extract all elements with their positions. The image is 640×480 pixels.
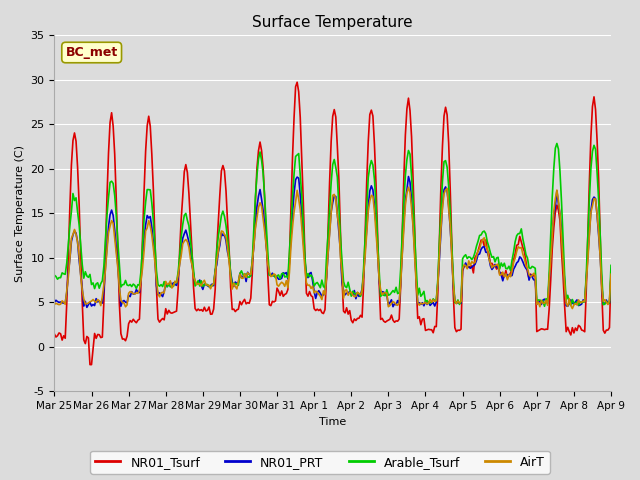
AirT [607, 271, 615, 277]
Arable_Tsurf [607, 263, 615, 268]
NR01_PRT [66, 256, 74, 262]
Arable_Tsurf [541, 303, 548, 309]
NR01_PRT [404, 174, 412, 180]
NR01_Tsurf [401, 132, 409, 138]
NR01_PRT [83, 304, 91, 310]
Line: Arable_Tsurf: Arable_Tsurf [54, 144, 611, 306]
Line: NR01_Tsurf: NR01_Tsurf [54, 82, 611, 365]
Line: AirT: AirT [54, 187, 611, 309]
NR01_Tsurf [371, 142, 378, 147]
Y-axis label: Surface Temperature (C): Surface Temperature (C) [15, 145, 25, 282]
NR01_Tsurf [542, 326, 550, 332]
AirT [568, 306, 576, 312]
NR01_PRT [369, 187, 377, 193]
Line: NR01_PRT: NR01_PRT [54, 177, 611, 307]
AirT [386, 303, 394, 309]
NR01_Tsurf [607, 271, 615, 277]
NR01_PRT [388, 297, 396, 303]
AirT [404, 184, 412, 190]
NR01_Tsurf [86, 362, 94, 368]
AirT [399, 252, 406, 257]
NR01_PRT [607, 274, 615, 280]
AirT [51, 301, 58, 307]
NR01_PRT [542, 299, 550, 304]
AirT [541, 300, 548, 306]
NR01_PRT [51, 300, 58, 305]
Arable_Tsurf [553, 141, 561, 146]
NR01_Tsurf [293, 79, 301, 85]
Arable_Tsurf [399, 229, 406, 235]
Title: Surface Temperature: Surface Temperature [252, 15, 413, 30]
NR01_PRT [400, 219, 408, 225]
NR01_Tsurf [51, 331, 58, 337]
AirT [367, 192, 375, 198]
Arable_Tsurf [154, 282, 162, 288]
NR01_Tsurf [66, 204, 74, 210]
Legend: NR01_Tsurf, NR01_PRT, Arable_Tsurf, AirT: NR01_Tsurf, NR01_PRT, Arable_Tsurf, AirT [90, 451, 550, 474]
X-axis label: Time: Time [319, 417, 346, 427]
AirT [66, 256, 74, 262]
NR01_PRT [156, 290, 163, 296]
Arable_Tsurf [386, 292, 394, 298]
Arable_Tsurf [66, 223, 74, 228]
Arable_Tsurf [539, 299, 547, 304]
Arable_Tsurf [367, 157, 375, 163]
NR01_Tsurf [389, 317, 397, 323]
Arable_Tsurf [51, 272, 58, 278]
NR01_Tsurf [156, 319, 163, 325]
Text: BC_met: BC_met [65, 46, 118, 59]
AirT [154, 290, 162, 296]
